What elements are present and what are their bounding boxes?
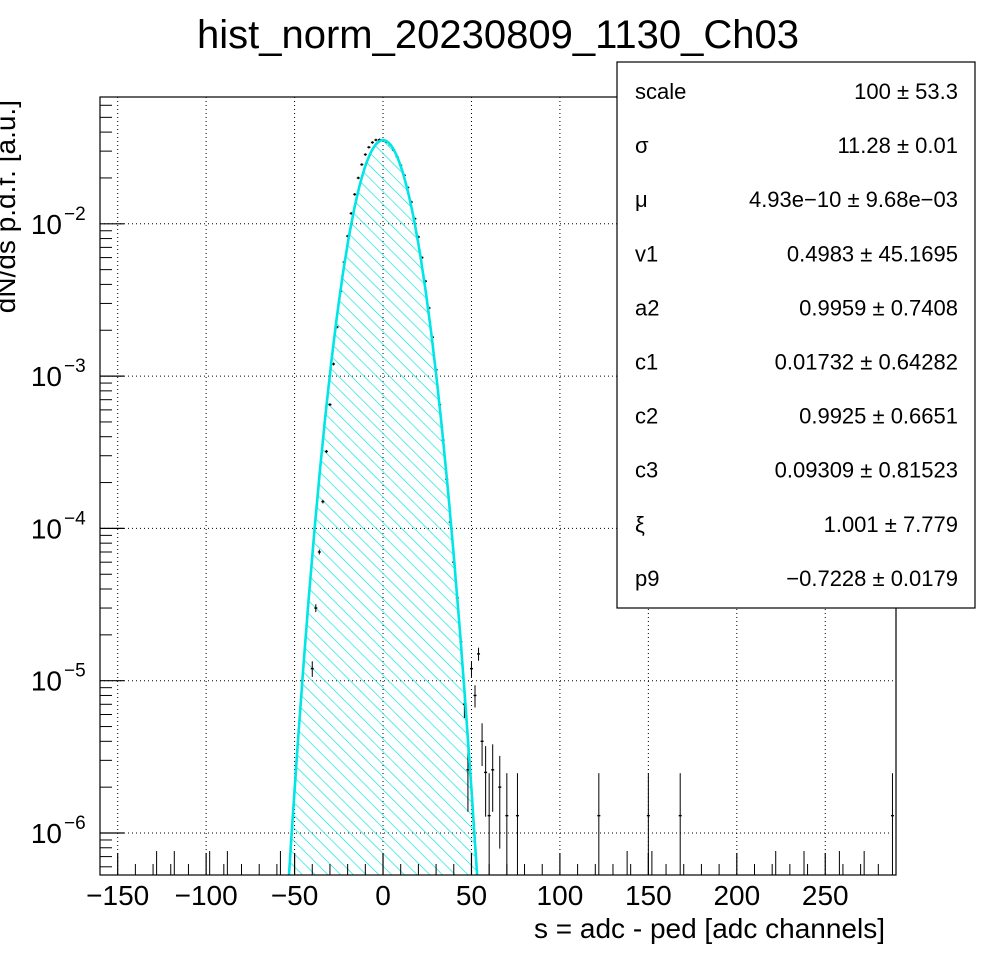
axes: −150 −100 −50 0 50 100 150 200 25010−610−510−410… — [31, 104, 897, 911]
y-tick-exponent: −4 — [64, 508, 86, 529]
fit-curve — [287, 138, 479, 875]
x-tick-label: 50 — [456, 880, 487, 911]
stats-label: σ — [635, 133, 649, 158]
chart-title: hist_norm_20230809_1130_Ch03 — [197, 13, 799, 57]
stats-label: a2 — [635, 295, 659, 320]
y-tick-exponent: −5 — [64, 661, 86, 682]
y-tick-exponent: −3 — [64, 356, 86, 377]
x-tick-label: 200 — [713, 880, 760, 911]
y-tick-label: 10 — [31, 666, 62, 697]
stats-value: 0.9925 ± 0.6651 — [799, 404, 958, 429]
x-tick-label: 250 — [802, 880, 849, 911]
stats-value: 100 ± 53.3 — [854, 79, 958, 104]
x-axis-label: s = adc - ped [adc channels] — [534, 913, 885, 944]
x-tick-label: −50 — [271, 880, 319, 911]
stats-value: 0.4983 ± 45.1695 — [787, 241, 958, 266]
stats-value: −0.7228 ± 0.0179 — [786, 566, 958, 591]
x-tick-label: 150 — [625, 880, 672, 911]
y-tick-exponent: −2 — [64, 204, 86, 225]
stats-value: 0.01732 ± 0.64282 — [775, 350, 958, 375]
x-tick-label: 100 — [537, 880, 584, 911]
y-axis-label: dN/ds p.d.f. [a.u.] — [0, 100, 21, 313]
stats-value: 0.9959 ± 0.7408 — [799, 295, 958, 320]
y-tick-label: 10 — [31, 361, 62, 392]
stats-label: p9 — [635, 566, 659, 591]
stats-label: scale — [635, 79, 686, 104]
stats-label: c3 — [635, 458, 658, 483]
y-tick-exponent: −6 — [64, 813, 86, 834]
stats-box: scale 100 ± 53.3 σ 11.28 ± 0.01 μ 4.93e−10 ± … — [616, 61, 976, 609]
x-tick-label: 0 — [375, 880, 391, 911]
y-tick-label: 10 — [31, 818, 62, 849]
stats-value: 1.001 ± 7.779 — [824, 512, 958, 537]
y-tick-label: 10 — [31, 209, 62, 240]
y-tick-label: 10 — [31, 513, 62, 544]
stats-value: 4.93e−10 ± 9.68e−03 — [749, 187, 958, 212]
stats-value: 11.28 ± 0.01 — [837, 133, 958, 158]
stats-label: μ — [635, 187, 648, 212]
fit-curve-layer — [287, 138, 479, 875]
stats-label: v1 — [635, 241, 658, 266]
stats-label: c1 — [635, 350, 658, 375]
x-tick-label: −100 — [175, 880, 238, 911]
stats-label: ξ — [635, 512, 645, 537]
x-tick-label: −150 — [86, 880, 149, 911]
fit-hatched-area — [287, 140, 479, 875]
fit-fill — [287, 140, 479, 875]
stats-frame — [616, 61, 976, 609]
stats-value: 0.09309 ± 0.81523 — [775, 458, 958, 483]
stats-label: c2 — [635, 404, 658, 429]
